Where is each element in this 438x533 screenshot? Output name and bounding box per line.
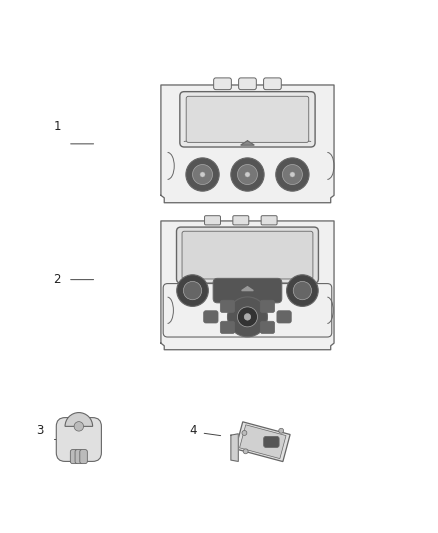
FancyBboxPatch shape — [213, 278, 282, 303]
Circle shape — [231, 158, 264, 191]
Circle shape — [237, 307, 258, 327]
FancyBboxPatch shape — [264, 437, 279, 447]
FancyBboxPatch shape — [71, 449, 78, 464]
Circle shape — [276, 158, 309, 191]
FancyBboxPatch shape — [220, 321, 235, 334]
Text: 1: 1 — [53, 120, 61, 133]
Circle shape — [186, 158, 219, 191]
Circle shape — [244, 313, 251, 320]
Circle shape — [286, 275, 318, 306]
FancyBboxPatch shape — [239, 78, 256, 90]
FancyBboxPatch shape — [260, 300, 275, 312]
Circle shape — [227, 297, 268, 337]
Circle shape — [177, 275, 208, 306]
FancyBboxPatch shape — [260, 321, 275, 334]
FancyBboxPatch shape — [214, 78, 231, 90]
FancyBboxPatch shape — [80, 449, 87, 464]
FancyBboxPatch shape — [75, 449, 83, 464]
FancyBboxPatch shape — [204, 311, 218, 323]
Polygon shape — [231, 434, 238, 462]
Polygon shape — [161, 85, 334, 203]
Circle shape — [242, 431, 247, 435]
Circle shape — [283, 165, 302, 184]
Circle shape — [290, 172, 295, 177]
Text: 3: 3 — [36, 424, 43, 437]
Polygon shape — [236, 422, 290, 462]
Circle shape — [74, 422, 84, 431]
Wedge shape — [65, 413, 93, 426]
FancyBboxPatch shape — [277, 311, 291, 323]
FancyBboxPatch shape — [56, 418, 102, 462]
Circle shape — [200, 172, 205, 177]
Circle shape — [184, 281, 201, 300]
Polygon shape — [241, 141, 254, 145]
Circle shape — [279, 429, 284, 433]
Circle shape — [243, 449, 248, 454]
Polygon shape — [240, 425, 286, 458]
Circle shape — [293, 281, 311, 300]
Circle shape — [237, 165, 258, 184]
Circle shape — [245, 172, 250, 177]
Text: 2: 2 — [53, 273, 61, 286]
Circle shape — [193, 165, 212, 184]
FancyBboxPatch shape — [264, 78, 281, 90]
FancyBboxPatch shape — [177, 227, 318, 283]
FancyBboxPatch shape — [261, 216, 277, 225]
FancyBboxPatch shape — [233, 216, 249, 225]
FancyBboxPatch shape — [205, 216, 220, 225]
Polygon shape — [161, 221, 334, 350]
FancyBboxPatch shape — [220, 300, 235, 312]
Polygon shape — [242, 287, 253, 290]
FancyBboxPatch shape — [182, 231, 313, 279]
FancyBboxPatch shape — [186, 96, 309, 142]
FancyBboxPatch shape — [180, 92, 315, 147]
Text: 4: 4 — [189, 424, 197, 437]
